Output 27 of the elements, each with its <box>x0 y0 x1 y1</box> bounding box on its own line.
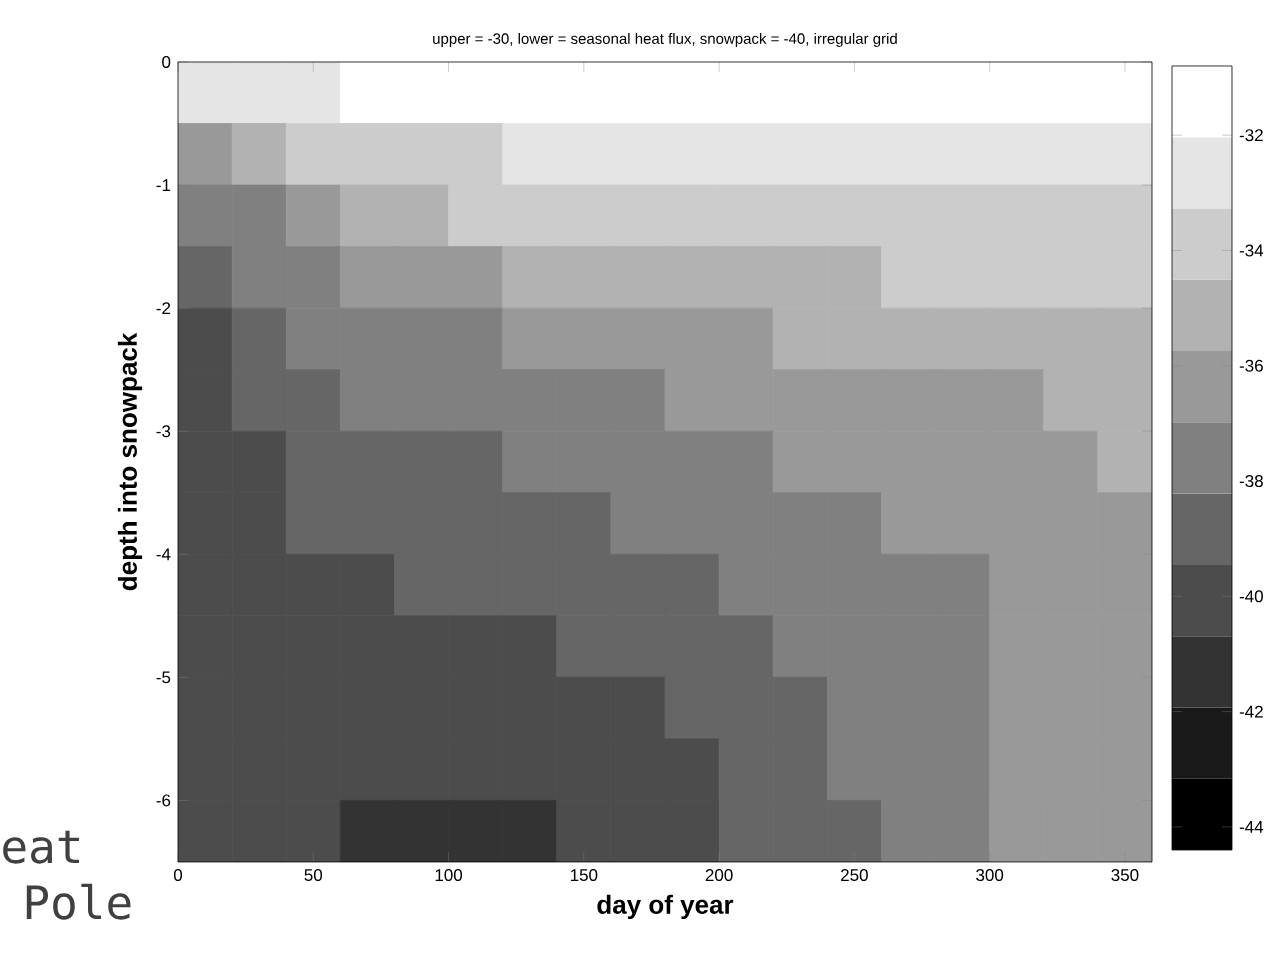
text: Pole <box>26 883 131 920</box>
y-tick-label: -2 <box>156 302 171 315</box>
x-tick-label: 300 <box>976 869 1004 882</box>
x-tick-label: 0 <box>173 869 183 882</box>
x-tick-label: 150 <box>570 869 598 882</box>
y-tick-label: -5 <box>156 671 171 684</box>
x-axis-title: day of year <box>597 894 734 920</box>
color-bar-label: -40 <box>1239 590 1263 603</box>
x-tick-label: 250 <box>841 869 868 882</box>
color-bar-label: -32 <box>1239 129 1263 142</box>
y-axis-title: depth into snowpack <box>117 332 143 591</box>
text: eat <box>3 830 79 864</box>
x-tick-label: 200 <box>705 869 733 882</box>
x-tick-label: 100 <box>435 869 463 882</box>
y-tick-label: -6 <box>156 794 171 807</box>
y-tick-label: -1 <box>156 179 171 191</box>
chart-title: upper = -30, lower = seasonal heat flux, snowpack = -40, irregular grid <box>433 32 897 47</box>
color-bar-label: -38 <box>1239 475 1263 488</box>
x-tick-label: 50 <box>304 869 323 882</box>
color-bar-label: -44 <box>1239 821 1264 833</box>
color-bar-label: -36 <box>1239 359 1263 372</box>
y-tick-label: -4 <box>156 548 171 561</box>
y-tick-label: 0 <box>162 56 171 69</box>
color-bar-label: -34 <box>1239 244 1264 257</box>
y-tick-label: -3 <box>156 425 171 438</box>
x-tick-label: 350 <box>1111 869 1139 882</box>
color-bar-label: -42 <box>1239 705 1263 718</box>
